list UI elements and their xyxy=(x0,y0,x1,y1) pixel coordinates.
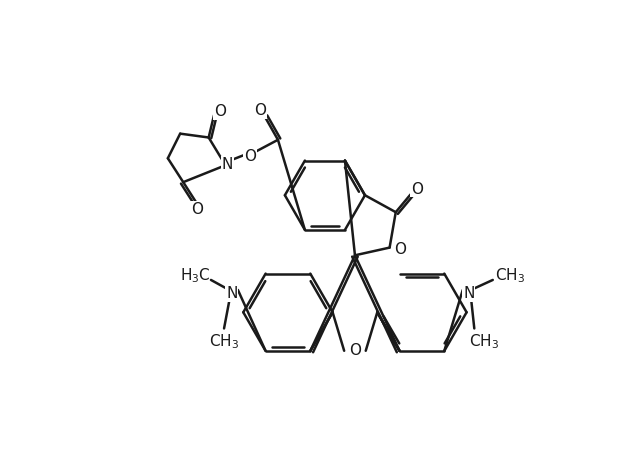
Text: N: N xyxy=(226,287,237,301)
Text: N: N xyxy=(463,287,475,301)
Text: O: O xyxy=(411,182,422,196)
Text: CH$_3$: CH$_3$ xyxy=(209,332,239,351)
Text: O: O xyxy=(214,104,226,119)
Text: N: N xyxy=(221,157,233,172)
Text: O: O xyxy=(394,242,406,257)
Text: O: O xyxy=(349,343,361,358)
Text: H$_3$C: H$_3$C xyxy=(180,267,211,286)
Text: CH$_3$: CH$_3$ xyxy=(469,332,499,351)
Text: O: O xyxy=(254,103,266,118)
Text: O: O xyxy=(191,202,203,217)
Text: O: O xyxy=(244,149,256,164)
Text: CH$_3$: CH$_3$ xyxy=(495,267,525,286)
